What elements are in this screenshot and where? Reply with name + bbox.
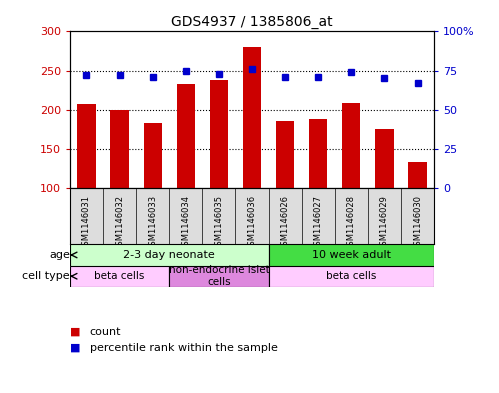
Text: beta cells: beta cells (326, 271, 377, 281)
Text: non-endocrine islet
cells: non-endocrine islet cells (169, 265, 269, 287)
Bar (409, 162, 427, 188)
Bar (70, 244, 268, 266)
Bar (77, 104, 95, 188)
Bar (375, 129, 394, 188)
Text: GSM1146034: GSM1146034 (181, 195, 190, 251)
Text: GSM1146030: GSM1146030 (413, 195, 422, 251)
Bar (268, 266, 434, 287)
Bar (169, 266, 268, 287)
Bar (342, 103, 360, 188)
Text: GSM1146032: GSM1146032 (115, 195, 124, 251)
Text: GSM1146036: GSM1146036 (248, 195, 256, 251)
Bar (210, 80, 228, 188)
Text: GSM1146031: GSM1146031 (82, 195, 91, 251)
Bar (268, 244, 434, 266)
Text: percentile rank within the sample: percentile rank within the sample (90, 343, 278, 353)
Text: GSM1146029: GSM1146029 (380, 195, 389, 251)
Text: GSM1146033: GSM1146033 (148, 195, 157, 251)
Text: GSM1146028: GSM1146028 (347, 195, 356, 251)
Text: GSM1146026: GSM1146026 (280, 195, 289, 251)
Text: 2-3 day neonate: 2-3 day neonate (123, 250, 215, 260)
Bar (276, 121, 294, 188)
Text: ■: ■ (70, 327, 80, 337)
Text: ■: ■ (70, 343, 80, 353)
Title: GDS4937 / 1385806_at: GDS4937 / 1385806_at (171, 15, 333, 29)
Bar (177, 84, 195, 188)
Bar (243, 47, 261, 188)
Bar (70, 266, 169, 287)
Text: count: count (90, 327, 121, 337)
Text: GSM1146027: GSM1146027 (314, 195, 323, 251)
Text: 10 week adult: 10 week adult (312, 250, 391, 260)
Text: beta cells: beta cells (94, 271, 145, 281)
Bar (309, 119, 327, 188)
Text: age: age (49, 250, 70, 260)
Text: cell type: cell type (22, 271, 70, 281)
Text: GSM1146035: GSM1146035 (215, 195, 224, 251)
Bar (144, 123, 162, 188)
Bar (110, 110, 129, 188)
